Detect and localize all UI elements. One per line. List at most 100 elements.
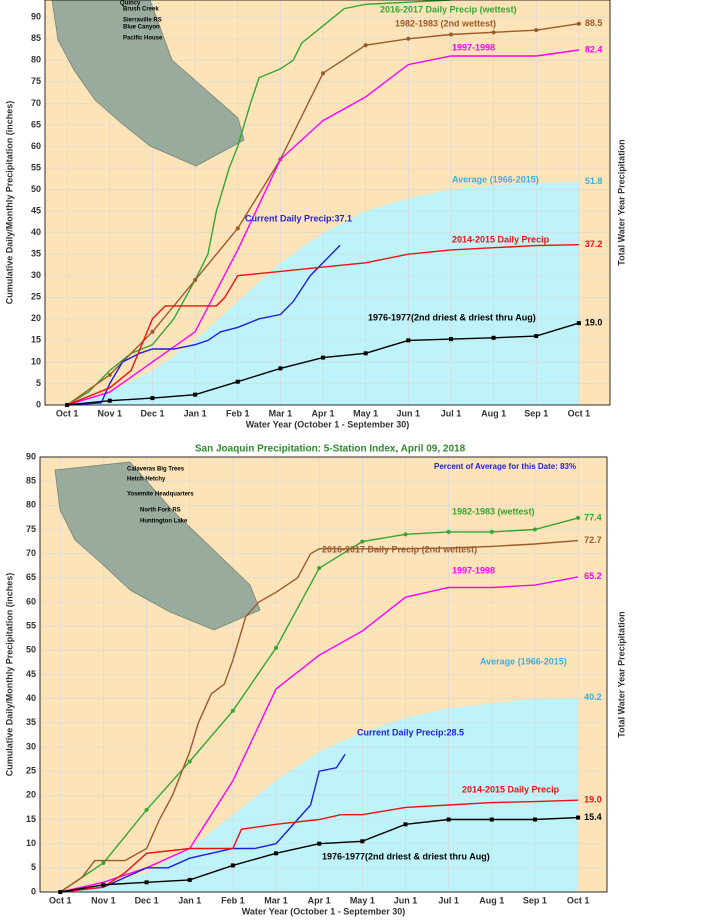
x-tick-label: Aug 1 bbox=[481, 408, 506, 418]
x-tick-label: Oct 1 bbox=[567, 895, 590, 905]
y2-axis-title: Total Water Year Precipitation bbox=[616, 139, 626, 265]
marker bbox=[274, 851, 279, 856]
series-line bbox=[59, 539, 579, 893]
x-tick-label: Feb 1 bbox=[226, 408, 250, 418]
marker bbox=[403, 532, 408, 537]
series-label: 2014-2015 Daily Precip bbox=[462, 784, 560, 794]
station-label: Hetch Hetchy bbox=[127, 477, 166, 483]
x-tick-label: Jul 1 bbox=[438, 895, 459, 905]
plot-frame bbox=[44, 0, 611, 406]
marker bbox=[193, 278, 198, 283]
marker bbox=[235, 379, 240, 384]
marker bbox=[576, 21, 581, 26]
total-label: 82.4 bbox=[585, 44, 603, 54]
y-tick-label: 75 bbox=[26, 524, 36, 534]
x-tick-label: Nov 1 bbox=[91, 895, 116, 905]
y-tick-label: 0 bbox=[36, 399, 41, 409]
total-label: 19.0 bbox=[585, 318, 603, 328]
marker bbox=[321, 71, 326, 76]
y-tick-label: 85 bbox=[26, 476, 36, 486]
y-tick-label: 65 bbox=[31, 119, 41, 129]
x-tick-label: Jun 1 bbox=[397, 408, 421, 418]
marker bbox=[363, 351, 368, 356]
marker bbox=[150, 329, 155, 334]
total-label: 19.0 bbox=[584, 795, 602, 805]
marker bbox=[491, 335, 496, 340]
total-label: 40.2 bbox=[584, 692, 602, 702]
marker bbox=[101, 861, 106, 865]
marker bbox=[576, 815, 581, 820]
marker bbox=[321, 355, 326, 360]
y-tick-label: 30 bbox=[26, 741, 36, 751]
series-label: 1982-1983 (wettest) bbox=[452, 506, 535, 516]
series-label: 2014-2015 Daily Precip bbox=[452, 234, 550, 244]
marker bbox=[534, 28, 539, 33]
x-tick-label: Oct 1 bbox=[49, 895, 72, 905]
total-label: 51.8 bbox=[585, 176, 603, 186]
chart-title: San Joaquin Precipitation: 5-Station Ind… bbox=[195, 444, 466, 455]
marker bbox=[448, 32, 453, 37]
marker bbox=[491, 30, 496, 35]
y-tick-label: 45 bbox=[31, 205, 41, 215]
y-tick-label: 70 bbox=[26, 548, 36, 558]
y-tick-label: 60 bbox=[31, 141, 41, 151]
y-tick-label: 90 bbox=[31, 12, 41, 22]
marker bbox=[534, 334, 539, 339]
x-tick-label: Dec 1 bbox=[140, 408, 164, 418]
x-tick-label: Jan 1 bbox=[184, 408, 207, 418]
total-label: 37.2 bbox=[585, 239, 603, 249]
y-tick-label: 60 bbox=[26, 596, 36, 606]
marker bbox=[448, 337, 453, 342]
marker bbox=[144, 880, 149, 885]
total-label: 15.4 bbox=[584, 812, 602, 822]
station-label: Sierraville RS bbox=[123, 18, 162, 24]
marker bbox=[230, 708, 235, 713]
marker bbox=[576, 515, 581, 520]
y-tick-label: 90 bbox=[26, 451, 36, 461]
x-axis-title: Water Year (October 1 - September 30) bbox=[242, 906, 406, 916]
series-line bbox=[66, 0, 451, 406]
marker bbox=[317, 566, 322, 571]
series-line bbox=[66, 49, 579, 406]
marker bbox=[193, 392, 198, 397]
marker bbox=[489, 529, 494, 534]
y-tick-label: 15 bbox=[26, 814, 36, 824]
x-tick-label: Jul 1 bbox=[441, 408, 462, 418]
y-tick-label: 55 bbox=[31, 162, 41, 172]
marker bbox=[360, 839, 365, 844]
series-label: 1997-1998 bbox=[452, 42, 495, 52]
x-tick-label: Nov 1 bbox=[98, 408, 123, 418]
series-label: Average (1966-2015) bbox=[452, 174, 539, 184]
marker bbox=[360, 539, 365, 544]
y-tick-label: 30 bbox=[31, 270, 41, 280]
y-tick-label: 50 bbox=[31, 184, 41, 194]
station-label: Blue Canyon bbox=[123, 25, 160, 31]
y-tick-label: 0 bbox=[31, 886, 36, 896]
marker bbox=[230, 863, 235, 868]
x-tick-label: May 1 bbox=[350, 895, 375, 905]
y-tick-label: 70 bbox=[31, 98, 41, 108]
series-label: 1976-1977(2nd driest & driest thru Aug) bbox=[322, 851, 490, 861]
series-label: Current Daily Precip:37.1 bbox=[245, 213, 352, 223]
marker bbox=[446, 817, 451, 822]
plot-frame bbox=[39, 456, 608, 893]
marker bbox=[150, 396, 155, 401]
series-label: 2016-2017 Daily Precip (2nd wettest) bbox=[322, 544, 477, 554]
y-tick-label: 35 bbox=[31, 249, 41, 259]
x-tick-label: Dec 1 bbox=[135, 895, 159, 905]
marker bbox=[576, 321, 581, 326]
station-label: North Fork RS bbox=[140, 508, 181, 514]
marker bbox=[317, 841, 322, 846]
station-label: Quincy bbox=[120, 1, 141, 7]
y-tick-label: 25 bbox=[26, 766, 36, 776]
y-tick-label: 20 bbox=[26, 790, 36, 800]
marker bbox=[363, 43, 368, 48]
y-tick-label: 10 bbox=[31, 356, 41, 366]
x-tick-label: Oct 1 bbox=[568, 408, 591, 418]
marker bbox=[532, 817, 537, 822]
y-axis-title: Cumulative Daily/Monthly Precipitation (… bbox=[4, 101, 14, 305]
map-inset bbox=[54, 461, 261, 631]
x-tick-label: Mar 1 bbox=[269, 408, 293, 418]
series-label: 1982-1983 (2nd wettest) bbox=[395, 18, 496, 28]
y-tick-label: 40 bbox=[26, 693, 36, 703]
